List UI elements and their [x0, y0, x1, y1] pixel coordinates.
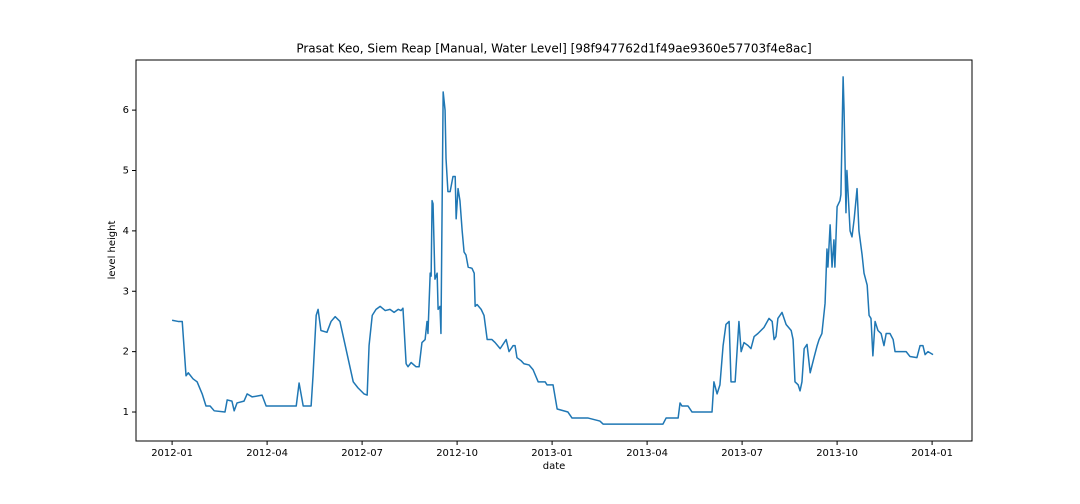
plot-frame [135, 59, 973, 442]
y-tick-label: 3 [123, 286, 129, 297]
x-tick-label: 2012-04 [246, 448, 288, 459]
x-tick-label: 2013-10 [816, 448, 858, 459]
x-tick-label: 2013-07 [721, 448, 763, 459]
x-tick-label: 2013-04 [626, 448, 668, 459]
y-tick-label: 2 [123, 347, 129, 358]
y-tick-label: 4 [123, 226, 129, 237]
x-tick-label: 2012-10 [436, 448, 478, 459]
x-tick-label: 2014-01 [911, 448, 953, 459]
y-axis-label: level height [107, 221, 118, 280]
y-tick-label: 6 [123, 105, 129, 116]
x-tick-label: 2012-07 [341, 448, 383, 459]
x-axis-label: date [543, 461, 566, 472]
y-tick-label: 1 [123, 407, 129, 418]
data-line [171, 76, 934, 425]
y-tick-label: 5 [123, 165, 129, 176]
x-tick-label: 2012-01 [151, 448, 193, 459]
x-tick-label: 2013-01 [531, 448, 573, 459]
chart-title: Prasat Keo, Siem Reap [Manual, Water Lev… [296, 42, 811, 56]
